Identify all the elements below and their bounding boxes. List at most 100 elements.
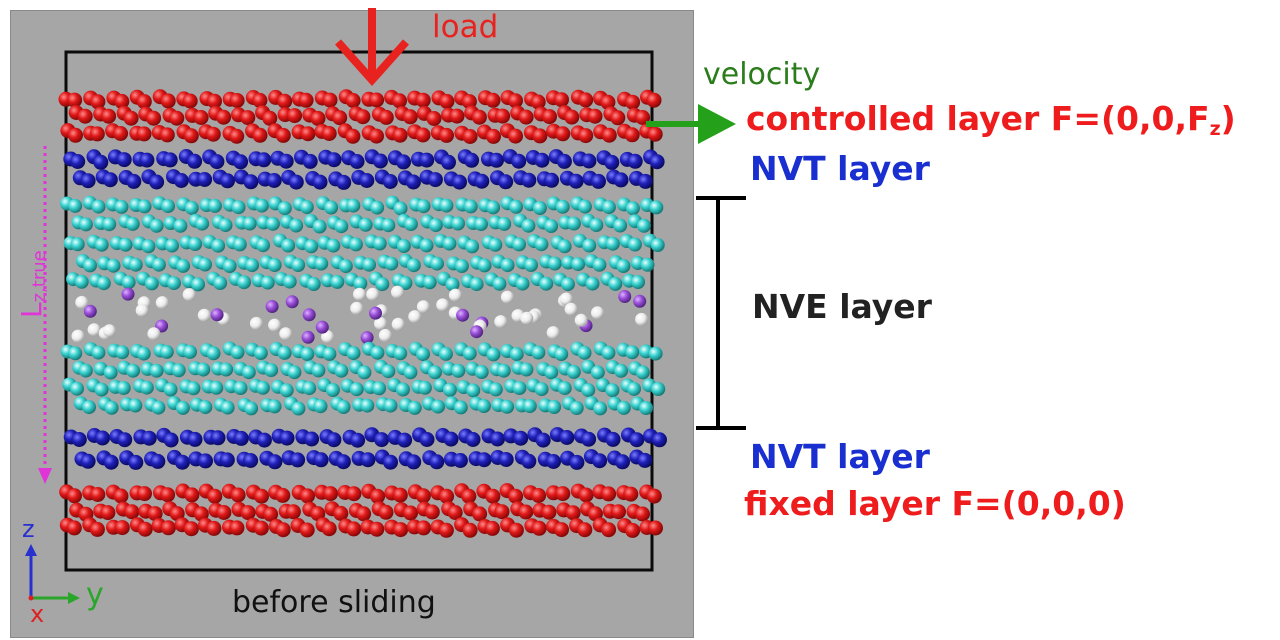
axis-y-label: y <box>86 577 104 612</box>
atom-fixed <box>193 506 209 522</box>
atom-controlled <box>298 92 314 108</box>
atom-nvt <box>313 452 329 468</box>
atom-controlled <box>183 128 199 144</box>
atom-interface <box>436 298 450 312</box>
atom-nve <box>291 401 306 416</box>
atom-controlled <box>378 109 394 125</box>
atom-interface <box>374 317 387 330</box>
atom-controlled <box>646 92 662 108</box>
atom-nve <box>571 257 586 272</box>
atom-nve <box>416 199 431 214</box>
atom-nve <box>114 199 129 214</box>
atom-nve <box>219 362 234 377</box>
atom-nvt <box>187 431 203 447</box>
atom-nvt <box>396 154 411 170</box>
atom-nve <box>474 217 488 232</box>
atom-interface <box>369 306 382 320</box>
atom-nve <box>106 258 121 273</box>
atom-nve <box>439 198 454 213</box>
atom-controlled <box>369 128 384 144</box>
atom-fixed <box>216 505 232 520</box>
atom-nve <box>241 365 256 380</box>
atom-controlled <box>532 128 548 144</box>
atom-nve <box>547 400 562 414</box>
atom-controlled <box>471 109 487 125</box>
atom-nve <box>605 383 620 398</box>
atom-interface <box>633 294 647 308</box>
atom-controlled <box>625 94 641 110</box>
atom-interface <box>249 316 263 330</box>
atom-nvt <box>521 172 537 188</box>
atom-nve <box>213 276 228 290</box>
atom-controlled <box>159 127 175 143</box>
atom-nve <box>428 218 443 233</box>
atom-nve <box>577 345 592 360</box>
atom-nve <box>334 219 349 234</box>
atom-nvt <box>163 432 179 448</box>
atom-nve <box>206 346 221 361</box>
atom-nve <box>260 275 275 290</box>
atom-nve <box>438 346 453 361</box>
atom-fixed <box>369 521 385 537</box>
atom-nve <box>422 275 437 290</box>
atom-nvt <box>441 154 456 170</box>
atom-nvt <box>304 431 320 447</box>
atom-fixed <box>635 506 650 522</box>
atom-fixed <box>393 522 409 538</box>
atom-nvt <box>326 152 342 168</box>
atom-interface <box>83 304 97 318</box>
atom-nve <box>191 277 205 292</box>
atom-nve <box>207 198 222 213</box>
atom-nvt <box>350 432 366 448</box>
atom-interface <box>618 290 632 303</box>
atom-nvt <box>209 154 225 170</box>
atom-controlled <box>530 94 546 110</box>
atom-nve <box>625 345 640 360</box>
controlled-layer-subscript: z <box>1209 118 1221 140</box>
atom-nve <box>616 259 631 273</box>
atom-nve <box>198 257 212 272</box>
atom-nve <box>403 217 418 232</box>
simulation-box <box>64 50 654 572</box>
atom-controlled <box>114 93 130 109</box>
atom-controlled <box>229 93 245 108</box>
atom-nve <box>486 200 501 215</box>
atom-fixed <box>299 522 315 538</box>
atom-fixed <box>254 488 269 504</box>
atom-interface <box>285 295 299 309</box>
atom-nvt <box>489 152 504 168</box>
atom-nve <box>625 201 640 216</box>
atom-nve <box>428 365 442 380</box>
atom-fixed <box>206 520 222 536</box>
atom-interface <box>353 287 366 301</box>
lz-dotted-arrow-icon <box>38 146 52 484</box>
atom-fixed <box>230 487 246 503</box>
atom-fixed <box>565 505 581 521</box>
atom-nve <box>649 200 664 215</box>
atom-interface <box>301 330 315 344</box>
atom-nvt <box>219 452 235 468</box>
atom-nve <box>144 276 159 291</box>
atom-nve <box>218 218 233 233</box>
atom-nvt <box>93 154 109 170</box>
atom-nvt <box>117 432 133 448</box>
atom-nve <box>196 362 211 377</box>
atom-nve <box>539 276 554 291</box>
atom-controlled <box>182 93 198 109</box>
atom-fixed <box>275 487 291 503</box>
atom-nve <box>566 216 581 231</box>
atom-controlled <box>647 126 663 142</box>
atom-controlled <box>229 128 245 144</box>
atom-fixed <box>378 504 394 520</box>
atom-fixed <box>484 520 500 536</box>
atom-fixed <box>648 520 663 536</box>
atom-nve <box>233 381 248 395</box>
atom-nve <box>311 363 326 378</box>
atom-fixed <box>184 487 200 503</box>
atom-nve <box>605 236 620 251</box>
atom-controlled <box>321 126 337 141</box>
atom-nve <box>360 398 375 413</box>
atom-interface <box>102 324 116 338</box>
atom-nve <box>462 346 477 361</box>
atom-nvt <box>174 454 190 470</box>
